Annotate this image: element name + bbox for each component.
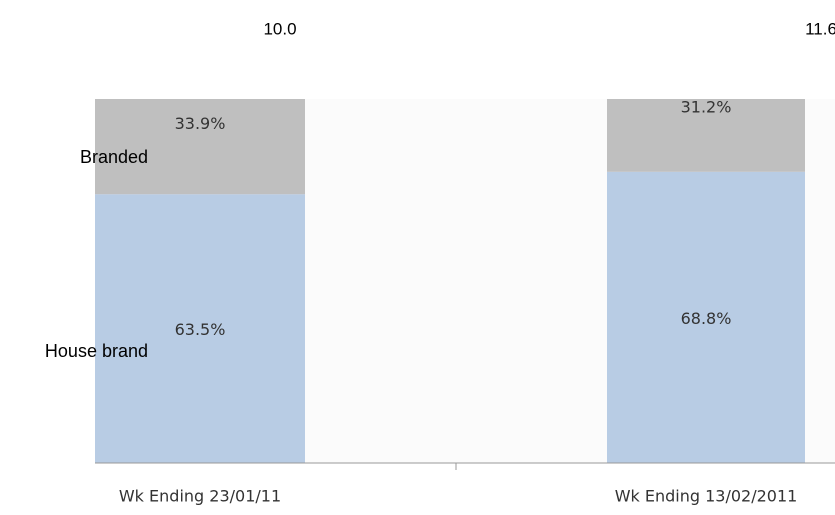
total-label: 10.0 <box>263 19 296 38</box>
bar-segment <box>607 171 805 463</box>
total-label: 11.6 <box>805 19 835 38</box>
x-tick-label: Wk Ending 23/01/11 <box>119 487 281 506</box>
data-label: 33.9% <box>175 114 226 133</box>
data-label: 63.5% <box>175 320 226 339</box>
bar-segment <box>607 99 805 172</box>
data-label: 31.2% <box>681 97 732 116</box>
bars <box>95 99 805 463</box>
bar-segment <box>95 99 305 195</box>
series-label: Branded <box>80 147 148 167</box>
bar-segment <box>95 194 305 463</box>
x-tick-label: Wk Ending 13/02/2011 <box>615 487 798 506</box>
data-label: 68.8% <box>681 309 732 328</box>
series-label: House brand <box>45 341 148 361</box>
